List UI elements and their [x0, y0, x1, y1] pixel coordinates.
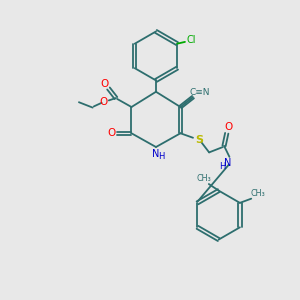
Text: O: O	[100, 79, 109, 89]
Text: H: H	[219, 162, 226, 171]
Text: O: O	[99, 97, 107, 107]
Text: CH₃: CH₃	[197, 174, 212, 183]
Text: N: N	[224, 158, 231, 168]
Text: S: S	[195, 135, 203, 146]
Text: CH₃: CH₃	[250, 189, 265, 198]
Text: Cl: Cl	[187, 35, 196, 45]
Text: O: O	[224, 122, 232, 132]
Text: H: H	[158, 152, 164, 161]
Text: N: N	[152, 148, 160, 159]
Text: C≡N: C≡N	[189, 88, 209, 97]
Text: O: O	[108, 128, 116, 138]
